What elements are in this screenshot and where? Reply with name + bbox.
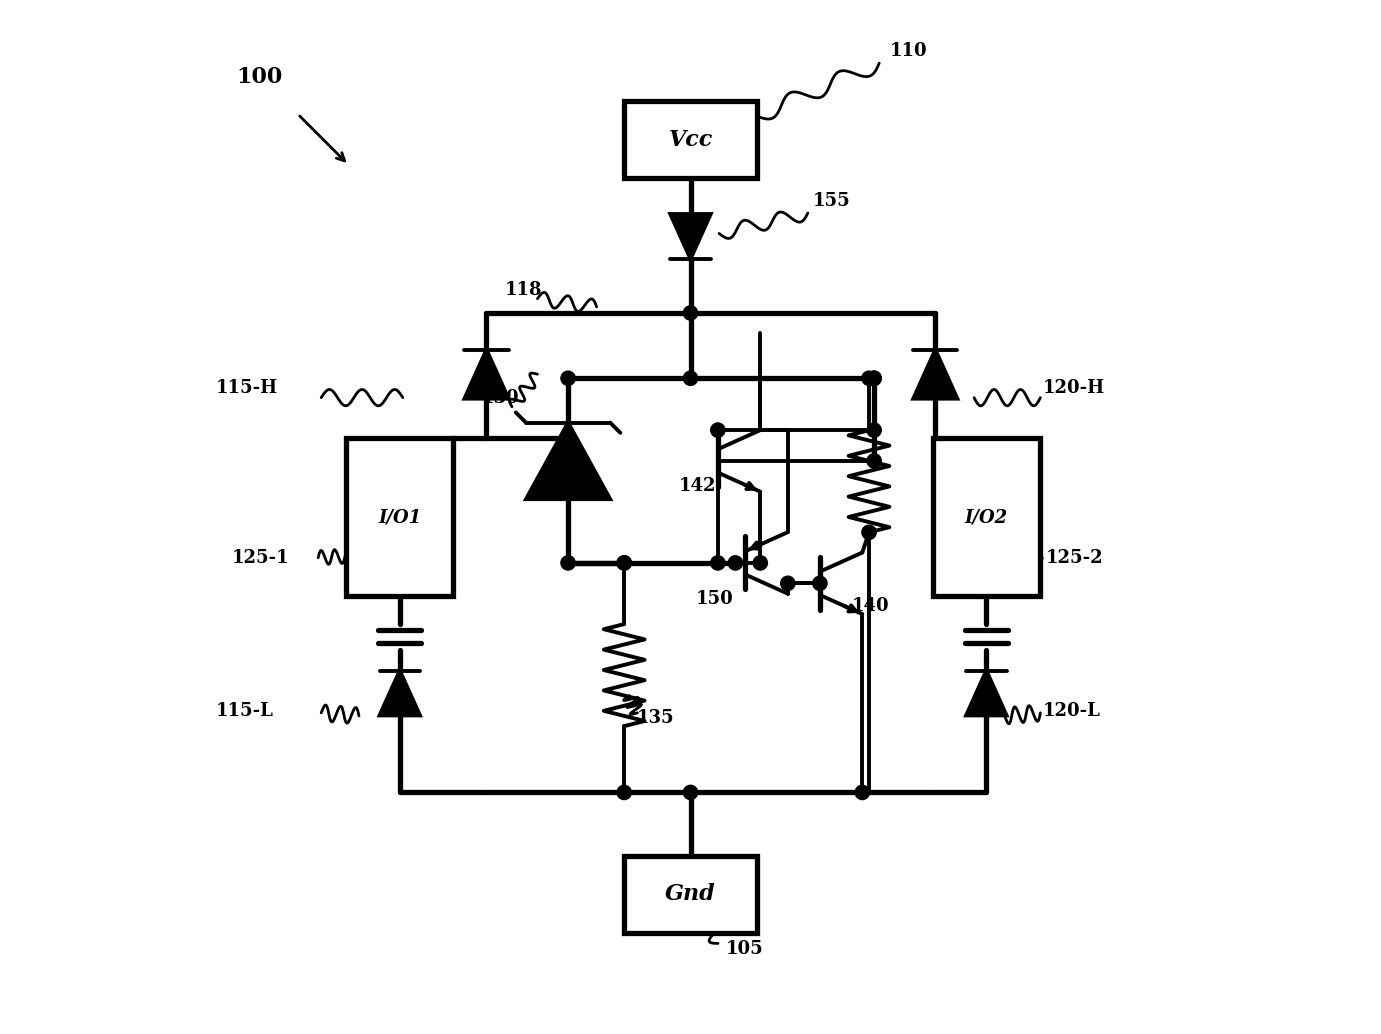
Text: 120-H: 120-H xyxy=(1043,378,1105,397)
Polygon shape xyxy=(670,214,711,258)
Circle shape xyxy=(867,371,881,386)
Text: 110: 110 xyxy=(889,42,927,60)
Polygon shape xyxy=(967,670,1007,716)
Bar xyxy=(624,101,757,178)
Bar xyxy=(347,438,453,596)
Text: 142: 142 xyxy=(678,478,715,495)
Text: I/O2: I/O2 xyxy=(965,508,1008,526)
Polygon shape xyxy=(913,349,957,399)
Text: 125-2: 125-2 xyxy=(1045,549,1103,567)
Circle shape xyxy=(617,555,631,570)
Bar xyxy=(932,438,1040,596)
Circle shape xyxy=(711,423,725,437)
Text: 115-L: 115-L xyxy=(217,702,273,720)
Polygon shape xyxy=(464,349,508,399)
Text: 100: 100 xyxy=(236,66,283,89)
Text: 140: 140 xyxy=(852,597,889,615)
Text: I/O1: I/O1 xyxy=(378,508,421,526)
Circle shape xyxy=(867,423,881,437)
Circle shape xyxy=(684,371,697,386)
Circle shape xyxy=(753,555,768,570)
Circle shape xyxy=(617,785,631,799)
Text: 135: 135 xyxy=(637,709,674,727)
Text: 130: 130 xyxy=(482,389,519,406)
Circle shape xyxy=(812,576,827,590)
Text: 118: 118 xyxy=(505,280,543,299)
Circle shape xyxy=(561,555,576,570)
Text: 155: 155 xyxy=(813,192,851,210)
Circle shape xyxy=(862,371,876,386)
Text: 105: 105 xyxy=(726,940,764,957)
Text: 150: 150 xyxy=(696,589,733,608)
Circle shape xyxy=(561,371,576,386)
Text: Vcc: Vcc xyxy=(668,128,713,151)
Circle shape xyxy=(684,306,697,321)
Circle shape xyxy=(867,371,881,386)
Text: 120-L: 120-L xyxy=(1043,702,1101,720)
Circle shape xyxy=(728,555,743,570)
Circle shape xyxy=(617,555,631,570)
Circle shape xyxy=(867,454,881,468)
Polygon shape xyxy=(526,423,610,499)
Circle shape xyxy=(855,785,870,799)
Polygon shape xyxy=(380,670,420,716)
Circle shape xyxy=(780,576,795,590)
Text: 125-1: 125-1 xyxy=(232,549,289,567)
Circle shape xyxy=(684,785,697,799)
Circle shape xyxy=(862,525,876,540)
Text: Gnd: Gnd xyxy=(666,883,715,906)
Circle shape xyxy=(711,555,725,570)
Bar xyxy=(624,856,757,933)
Text: 115-H: 115-H xyxy=(217,378,279,397)
